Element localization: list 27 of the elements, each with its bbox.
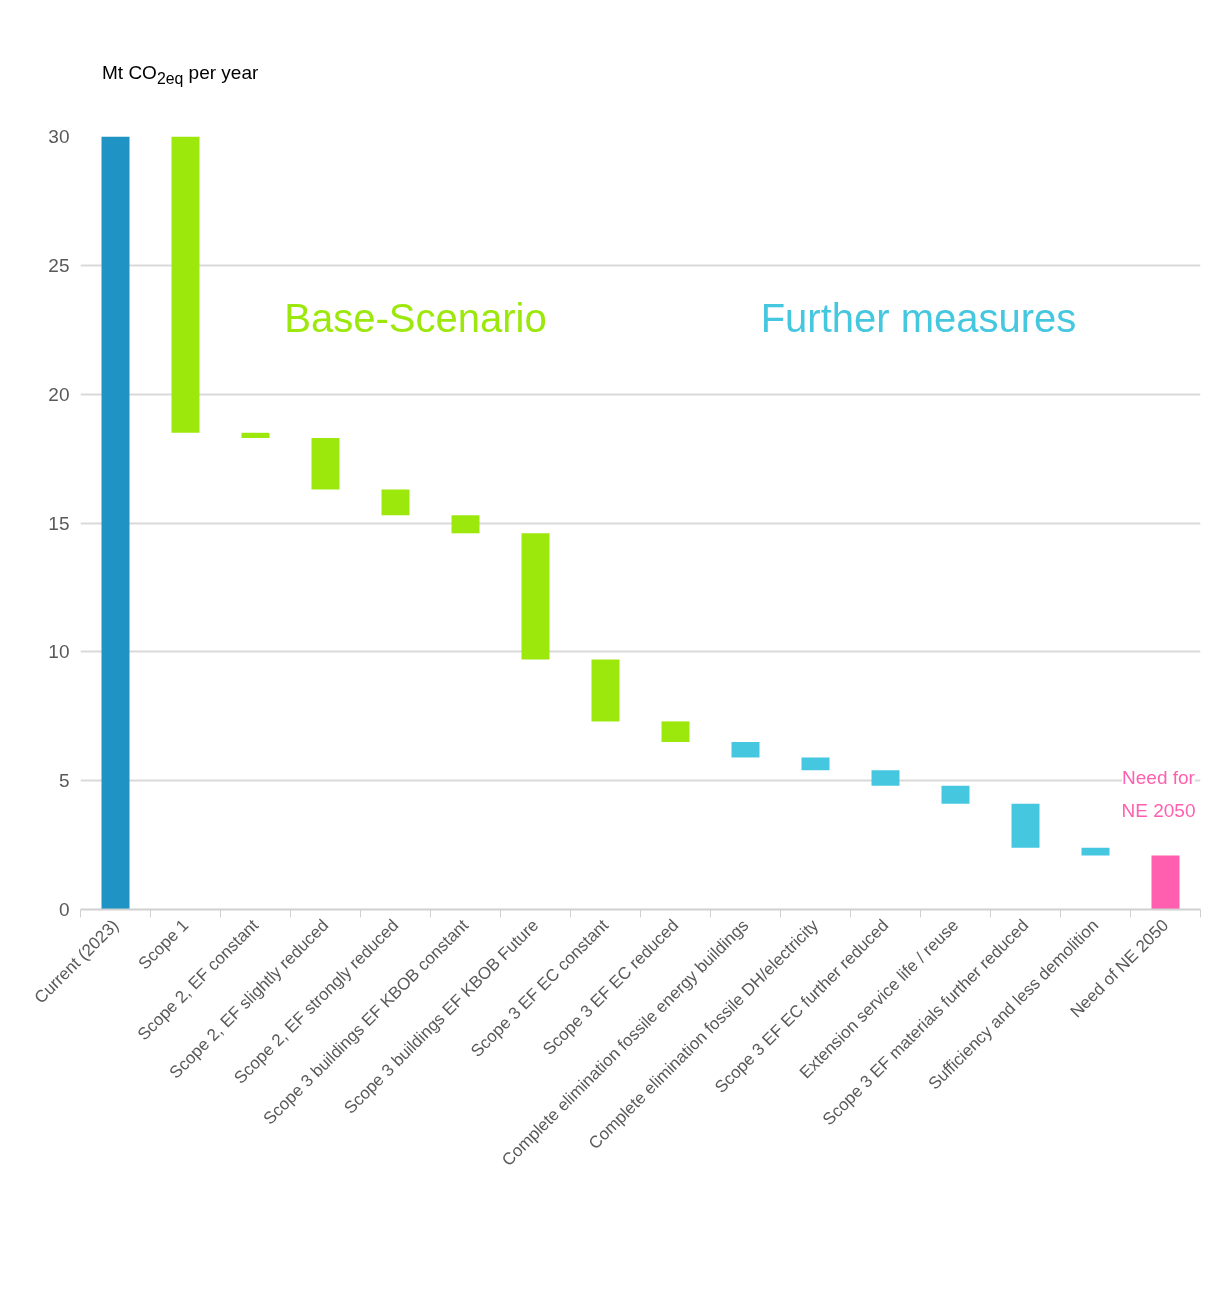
bar <box>1151 855 1180 910</box>
bar <box>801 757 830 771</box>
y-tick-label: 25 <box>48 254 70 276</box>
annotation: Further measures <box>760 295 1077 340</box>
bar <box>941 785 970 804</box>
bar <box>871 770 900 786</box>
bar <box>591 659 620 722</box>
bar <box>1011 803 1040 848</box>
bar <box>381 489 410 516</box>
bar <box>661 721 690 743</box>
bar <box>731 742 760 758</box>
y-tick-label: 5 <box>58 770 70 792</box>
bar <box>241 432 270 438</box>
y-tick-label: 10 <box>48 641 70 663</box>
bar <box>451 515 480 534</box>
bar <box>311 437 340 490</box>
bar <box>1081 847 1110 856</box>
annotation: Base-Scenario <box>284 295 547 340</box>
bar <box>101 136 130 910</box>
y-tick-label: 20 <box>48 383 70 405</box>
annotation: Need for NE 2050 <box>1121 767 1196 821</box>
bar <box>521 533 550 660</box>
y-tick-label: 30 <box>48 126 70 147</box>
bar <box>171 136 200 433</box>
y-axis-title: Mt CO$_{2eq}$ per year <box>102 61 259 89</box>
y-tick-label: 15 <box>48 512 70 534</box>
y-tick-label: 0 <box>58 899 70 920</box>
